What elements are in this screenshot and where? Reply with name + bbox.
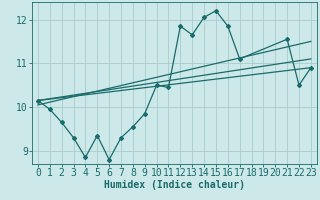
X-axis label: Humidex (Indice chaleur): Humidex (Indice chaleur) [104, 180, 245, 190]
